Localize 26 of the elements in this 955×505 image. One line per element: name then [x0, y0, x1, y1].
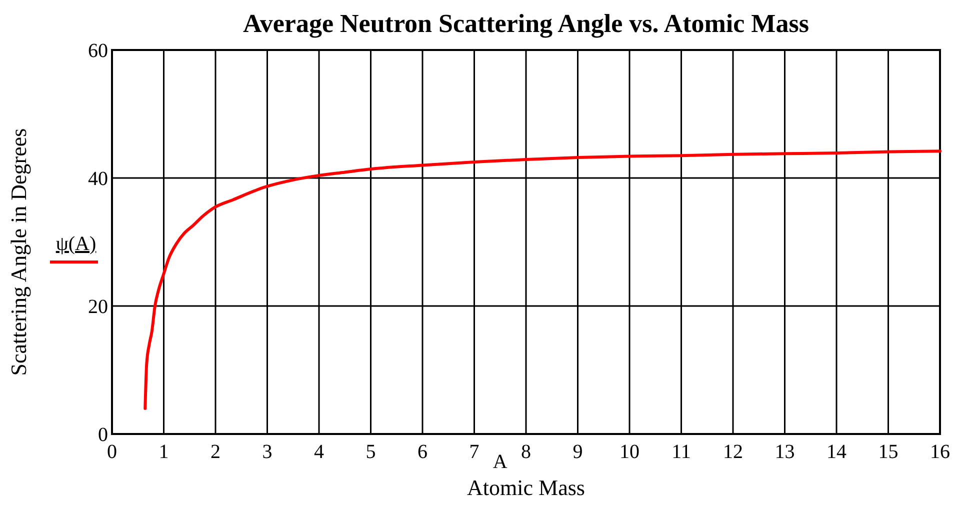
line-series: [144, 150, 942, 410]
x-tick-label: 5: [366, 441, 376, 463]
text: A: [492, 451, 508, 473]
x-axis-title: Atomic Mass: [467, 475, 585, 500]
x-tick-label: 16: [930, 441, 950, 463]
y-tick-label: 20: [88, 296, 108, 318]
x-tick-label: 13: [774, 441, 795, 463]
chart-title: Average Neutron Scattering Angle vs. Atomic Mass: [243, 9, 809, 38]
x-tick-label: 7: [469, 441, 480, 463]
x-tick-label: 8: [521, 441, 531, 463]
x-tick-label: 15: [878, 441, 898, 463]
y-axis-title: Scattering Angle in Degrees: [6, 128, 31, 376]
x-tick-label: 14: [826, 441, 846, 463]
y-tick-label: 60: [88, 40, 108, 62]
x-tick-label: 3: [262, 441, 272, 463]
text: ψ(A): [56, 233, 96, 255]
x-tick-label: 4: [314, 441, 324, 463]
x-tick-label: 6: [418, 441, 428, 463]
x-tick-label: 1: [158, 441, 169, 463]
y-tick-label: 0: [98, 424, 108, 446]
x-tick-label: 11: [672, 441, 691, 463]
x-tick-label: 2: [210, 441, 220, 463]
x-tick-label: 10: [620, 441, 640, 463]
y-tick-label: 40: [88, 168, 108, 190]
x-tick-label: 9: [572, 441, 583, 463]
x-tick-label: 12: [723, 441, 743, 463]
